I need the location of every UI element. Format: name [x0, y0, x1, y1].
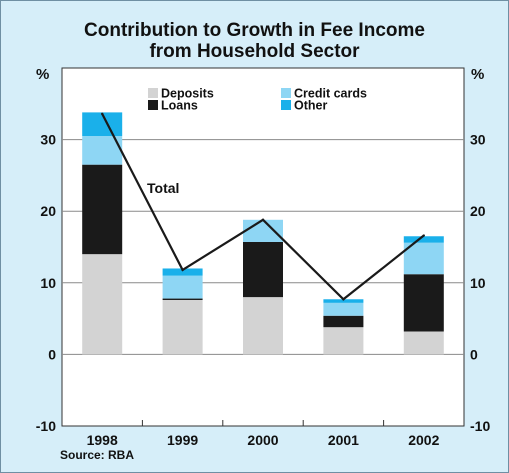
bar-credit-cards [403, 242, 444, 275]
x-tick-label: 2001 [328, 432, 359, 448]
chart-title-line-1: Contribution to Growth in Fee Income [84, 20, 425, 41]
total-point [342, 298, 345, 301]
bar-other [82, 112, 123, 137]
legend-label-other: Other [294, 99, 327, 113]
y-tick-label-left: 10 [40, 275, 56, 291]
y-tick-label-right: -10 [470, 418, 490, 434]
total-line-label: Total [147, 180, 179, 196]
x-tick-label: 1998 [87, 432, 118, 448]
bar-loans [162, 298, 203, 300]
bar-other [323, 299, 364, 303]
total-point [422, 234, 425, 237]
bar-loans [403, 274, 444, 332]
legend-label-loans: Loans [161, 99, 198, 113]
y-tick-label-right: 30 [470, 132, 486, 148]
x-tick-label: 2002 [408, 432, 439, 448]
y-tick-label-right: 0 [470, 346, 478, 362]
y-tick-label-left: 30 [40, 132, 56, 148]
bar-deposits [243, 297, 283, 355]
bar-deposits [162, 299, 203, 355]
bar-credit-cards [162, 275, 203, 299]
bar-deposits [323, 327, 364, 355]
source-note: Source: RBA [60, 448, 135, 462]
y-tick-label-left: 0 [48, 346, 56, 362]
bar-deposits [82, 254, 123, 355]
bar-other [403, 236, 444, 243]
legend-label-deposits: Deposits [161, 87, 214, 101]
y-tick-label-left: 20 [40, 203, 56, 219]
total-point [181, 268, 184, 272]
legend-swatch-credit-cards [281, 88, 291, 98]
chart-title-line-2: from Household Sector [149, 41, 360, 62]
bar-deposits [403, 331, 444, 355]
y-axis-unit-left: % [36, 66, 50, 83]
y-axis-unit-right: % [471, 66, 485, 83]
y-tick-label-right: 20 [470, 203, 486, 219]
bar-credit-cards [243, 219, 283, 242]
legend-label-credit-cards: Credit cards [294, 87, 367, 101]
y-tick-label-right: 10 [470, 275, 486, 291]
bar-loans [82, 164, 123, 255]
total-point [101, 112, 104, 116]
total-point [261, 218, 265, 221]
bar-credit-cards [323, 302, 364, 316]
legend-swatch-loans [148, 100, 158, 110]
x-tick-label: 2000 [247, 432, 278, 448]
x-tick-label: 1999 [167, 432, 198, 448]
bar-loans [323, 315, 364, 328]
legend-swatch-other [281, 100, 291, 110]
legend-swatch-deposits [148, 88, 158, 98]
bar-other [162, 268, 203, 276]
bar-loans [243, 241, 283, 298]
y-tick-label-left: -10 [36, 418, 56, 434]
